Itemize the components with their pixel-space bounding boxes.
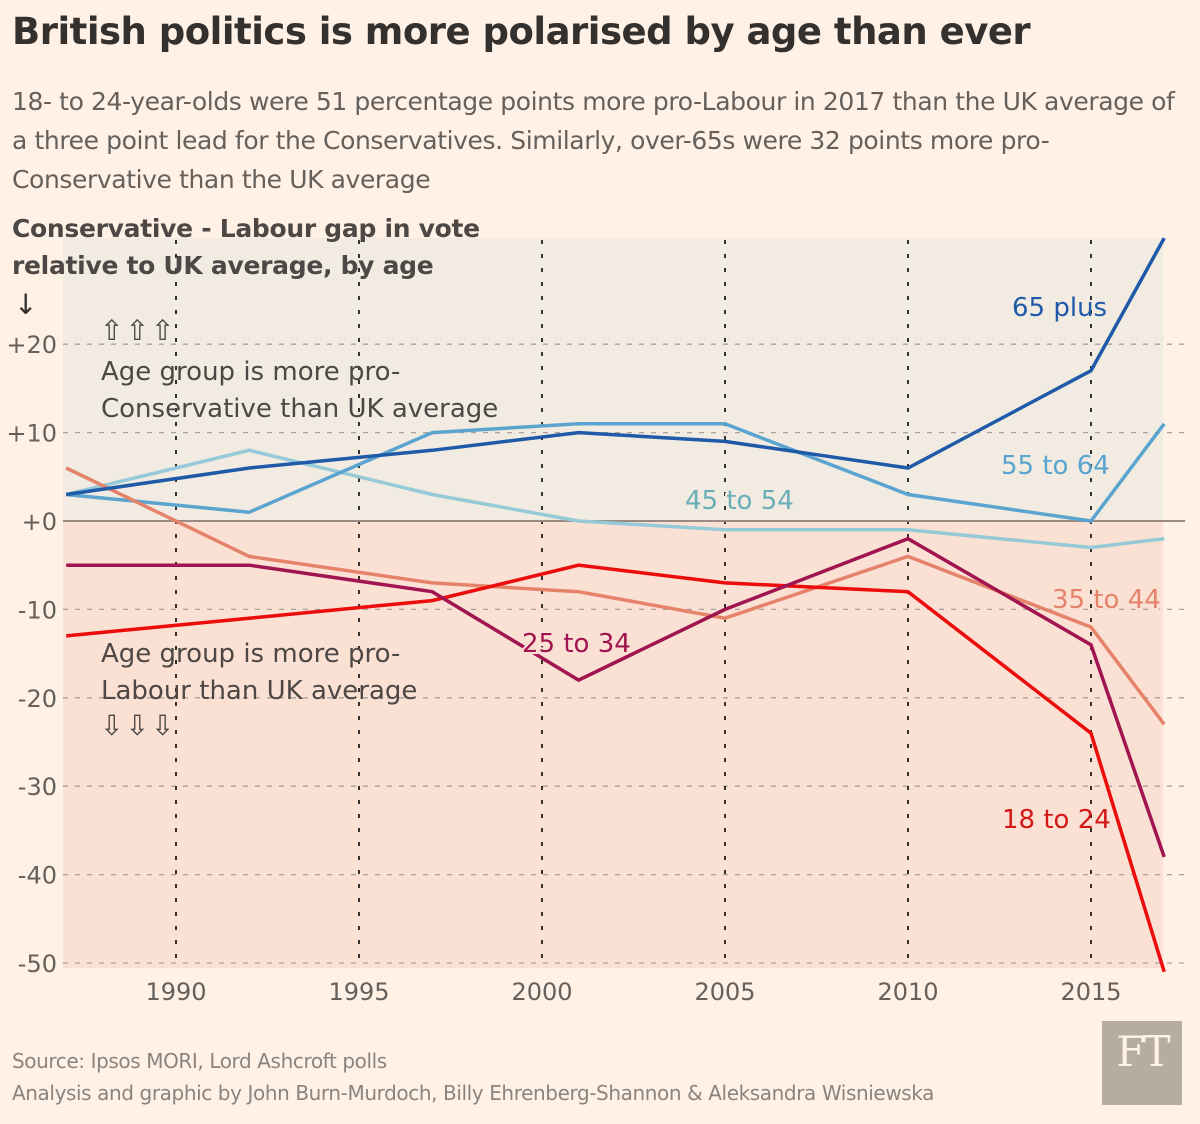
y-tick-label: +20 — [6, 331, 57, 359]
series-label-35-to-44: 35 to 44 — [1052, 585, 1161, 615]
y-tick-label: -20 — [18, 685, 57, 713]
y-axis: +20 +10 +0 -10 -20 -30 -40 -50 ↓ — [6, 288, 57, 978]
ft-logo: FT — [1102, 1021, 1182, 1105]
series-label-55-to-64: 55 to 64 — [1001, 451, 1110, 481]
down-arrows-icon: ⇩⇩⇩ — [100, 709, 176, 742]
y-tick-label: -10 — [18, 596, 57, 624]
y-tick-label: -50 — [18, 950, 57, 978]
y-tick-label: +10 — [6, 420, 57, 448]
series-label-25-to-34: 25 to 34 — [522, 629, 631, 659]
x-tick-label: 2015 — [1060, 978, 1121, 1006]
footer: Source: Ipsos MORI, Lord Ashcroft polls … — [12, 1045, 934, 1109]
background-bands — [63, 238, 1163, 968]
x-axis: 1990 1995 2000 2005 2010 2015 — [145, 978, 1121, 1006]
series-line-65-plus — [65, 237, 1166, 497]
annotation-labour-line2: Labour than UK average — [101, 676, 417, 706]
chart-title: British politics is more polarised by ag… — [12, 10, 1031, 53]
series-line-25-to-34 — [66, 536, 1166, 858]
series-line-45-to-54 — [65, 448, 1165, 550]
y-axis-arrow-icon: ↓ — [14, 288, 37, 321]
series-line-18-to-24 — [66, 563, 1166, 973]
y-axis-label: Conservative - Labour gap in vote relati… — [12, 214, 480, 280]
series-labels: 65 plus 55 to 64 45 to 54 35 to 44 25 to 34 1… — [520, 293, 1163, 835]
chart-subtitle: 18- to 24-year-olds were 51 percentage p… — [12, 87, 1175, 194]
x-tick-label: 2000 — [511, 978, 572, 1006]
gridlines — [63, 240, 1185, 968]
series-line-35-to-44 — [65, 466, 1166, 726]
y-tick-label: -30 — [18, 773, 57, 801]
series-label-18-to-24: 18 to 24 — [1002, 805, 1111, 835]
credit-note: Analysis and graphic by John Burn-Murdoc… — [12, 1081, 934, 1105]
source-note: Source: Ipsos MORI, Lord Ashcroft polls — [12, 1049, 387, 1073]
x-tick-label: 2005 — [694, 978, 755, 1006]
y-tick-label: +0 — [22, 508, 57, 536]
series-label-45-to-54: 45 to 54 — [685, 486, 794, 516]
series-lines — [65, 237, 1166, 973]
x-tick-label: 1990 — [145, 978, 206, 1006]
annotation-labour-line1: Age group is more pro- — [101, 639, 400, 669]
y-tick-label: -40 — [18, 862, 57, 890]
series-line-55-to-64 — [66, 422, 1166, 523]
x-tick-label: 2010 — [877, 978, 938, 1006]
conservative-band — [63, 238, 1163, 521]
annotation-conservative-line2: Conservative than UK average — [101, 394, 498, 424]
up-arrows-icon: ⇧⇧⇧ — [100, 314, 176, 347]
annotation-conservative-line1: Age group is more pro- — [101, 357, 400, 387]
series-label-65-plus: 65 plus — [1012, 293, 1107, 323]
x-tick-label: 1995 — [328, 978, 389, 1006]
labour-band — [63, 521, 1163, 968]
annotations: ⇧⇧⇧ Age group is more pro- Conservative th… — [100, 314, 498, 742]
